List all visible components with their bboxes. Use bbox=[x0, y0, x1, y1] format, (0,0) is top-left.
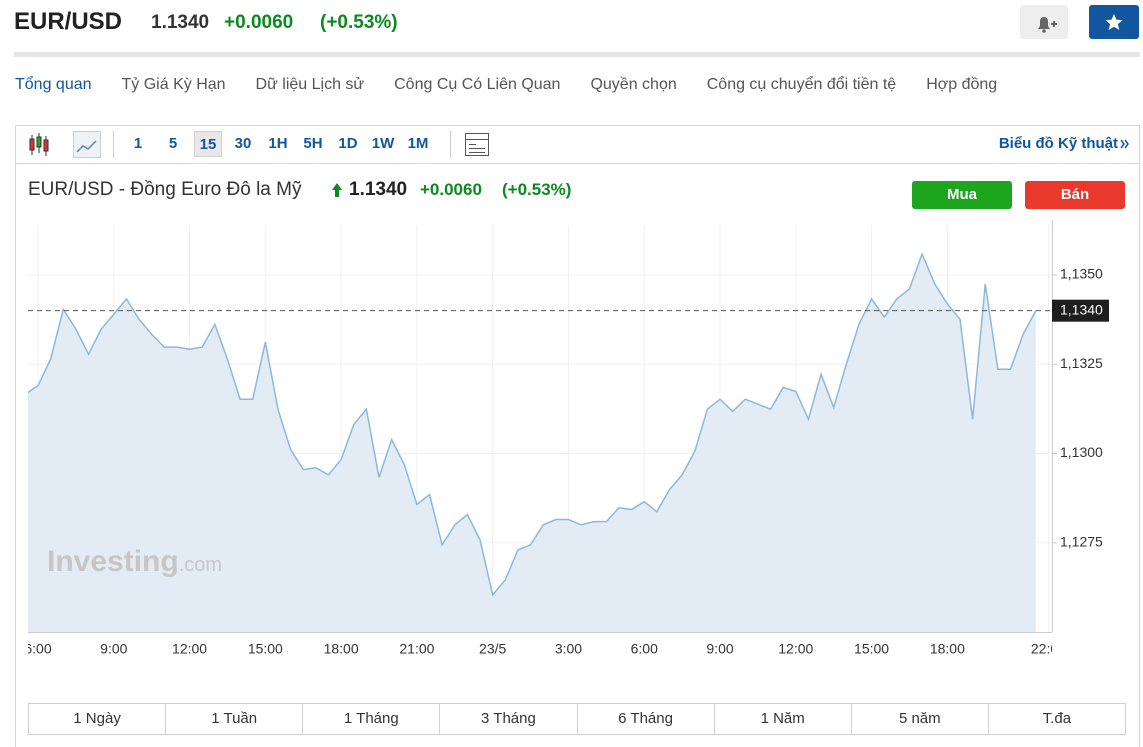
header-divider bbox=[14, 52, 1140, 57]
watchlist-button[interactable] bbox=[1089, 5, 1139, 39]
interval-button[interactable]: 1H bbox=[268, 135, 288, 152]
x-tick-label: 15:00 bbox=[248, 641, 283, 657]
area-fill bbox=[28, 253, 1036, 632]
y-tick-label: 1,1325 bbox=[1060, 355, 1103, 371]
interval-bar: 1 5 15 30 1H 5H 1D 1W 1M bbox=[124, 131, 439, 157]
interval-button[interactable]: 1 bbox=[133, 135, 143, 152]
candle-icon bbox=[29, 133, 49, 156]
x-tick-label: 18:00 bbox=[324, 641, 359, 657]
watermark-suffix: .com bbox=[178, 554, 223, 576]
x-tick-label: 18:00 bbox=[930, 641, 965, 657]
line-icon[interactable] bbox=[73, 131, 101, 158]
x-tick-label: 12:00 bbox=[172, 641, 207, 657]
interval-button[interactable]: 5 bbox=[168, 135, 178, 152]
watermark: Investing.com bbox=[47, 545, 222, 579]
buy-button[interactable]: Mua bbox=[912, 181, 1012, 209]
y-tick-label: 1,1350 bbox=[1060, 266, 1103, 282]
interval-button[interactable]: 30 bbox=[234, 135, 252, 152]
sell-button[interactable]: Bán bbox=[1025, 181, 1125, 209]
up-arrow bbox=[332, 183, 342, 197]
x-tick-label: 21:00 bbox=[399, 641, 434, 657]
y-tick-label: 1,1300 bbox=[1060, 444, 1103, 460]
symbol: EUR/USD bbox=[14, 8, 123, 35]
range-button[interactable]: 1 Ngày bbox=[73, 710, 121, 727]
x-tick-label: 9:00 bbox=[706, 641, 733, 657]
last-price-box bbox=[1052, 299, 1109, 322]
tab[interactable]: Công cụ chuyển đổi tiền tệ bbox=[706, 76, 897, 93]
x-tick-label: 6:00 bbox=[24, 641, 51, 657]
x-tick-label: 23/5 bbox=[479, 641, 506, 657]
x-tick-label: 12:00 bbox=[778, 641, 813, 657]
link-chevron[interactable] bbox=[1120, 139, 1129, 149]
change-pct: (+0.53%) bbox=[320, 12, 398, 33]
tab-bar: Tổng quan Tỷ Giá Kỳ Hạn Dữ liệu Lịch sử Côn… bbox=[15, 74, 997, 96]
plot-area bbox=[28, 225, 1052, 632]
x-tick-label: 22:00 bbox=[1031, 641, 1066, 657]
range-bar: 1 Ngày 1 Tuần 1 Tháng 3 Tháng 6 Tháng 1 Năm 5 … bbox=[28, 703, 1126, 735]
tab[interactable]: Tổng quan bbox=[15, 76, 92, 93]
x-tick-label: 9:00 bbox=[100, 641, 127, 657]
price: 1.1340 bbox=[151, 12, 210, 33]
range-button[interactable]: T.đa bbox=[987, 704, 1125, 734]
tab[interactable]: Công Cụ Có Liên Quan bbox=[394, 76, 561, 93]
chart-change-pct: (+0.53%) bbox=[502, 180, 572, 199]
interval-button[interactable]: 1W bbox=[371, 135, 395, 152]
alert-button[interactable] bbox=[1020, 5, 1068, 39]
last-price-label: 1,1340 bbox=[1060, 301, 1103, 317]
tab[interactable]: Hợp đồng bbox=[926, 76, 998, 93]
chart-change: +0.0060 bbox=[420, 180, 482, 199]
x-tick-label: 6:00 bbox=[631, 641, 658, 657]
tab[interactable]: Quyền chọn bbox=[590, 76, 677, 93]
range-button[interactable]: 5 năm bbox=[850, 704, 988, 734]
table-icon[interactable] bbox=[465, 133, 489, 156]
x-axis-labels: 6:00 9:00 12:00 15:00 18:00 21:00 23/5 3:00 6:00… bbox=[24, 641, 1066, 657]
range-button[interactable]: 1 Năm bbox=[713, 704, 851, 734]
chart-price: 1.1340 bbox=[349, 179, 408, 200]
range-button[interactable]: 1 Tháng bbox=[302, 704, 439, 734]
y-tick-label: 1,1275 bbox=[1060, 533, 1103, 549]
range-button[interactable]: 1 Tuần bbox=[165, 704, 302, 734]
range-button[interactable]: 3 Tháng bbox=[439, 704, 576, 734]
x-tick-label: 15:00 bbox=[854, 641, 889, 657]
interval-button[interactable]: 1D bbox=[338, 135, 358, 152]
interval-button[interactable]: 5H bbox=[303, 135, 323, 152]
chart-card bbox=[15, 125, 1140, 747]
x-tick-label: 3:00 bbox=[555, 641, 582, 657]
star-icon bbox=[1105, 14, 1123, 30]
price-line-series bbox=[28, 251, 1037, 597]
chart-title: EUR/USD - Đồng Euro Đô la Mỹ bbox=[28, 179, 302, 200]
tab[interactable]: Dữ liệu Lịch sử bbox=[255, 76, 365, 93]
range-button[interactable]: 6 Tháng bbox=[576, 704, 714, 734]
interval-button[interactable]: 1M bbox=[407, 135, 429, 152]
interval-button[interactable]: 15 bbox=[194, 131, 222, 157]
watermark-brand: Investing bbox=[47, 545, 179, 578]
technical-link[interactable]: Biểu đồ Kỹ thuật bbox=[998, 135, 1118, 152]
bell-icon bbox=[1038, 17, 1057, 33]
change: +0.0060 bbox=[224, 12, 294, 33]
tab[interactable]: Tỷ Giá Kỳ Hạn bbox=[121, 76, 226, 93]
